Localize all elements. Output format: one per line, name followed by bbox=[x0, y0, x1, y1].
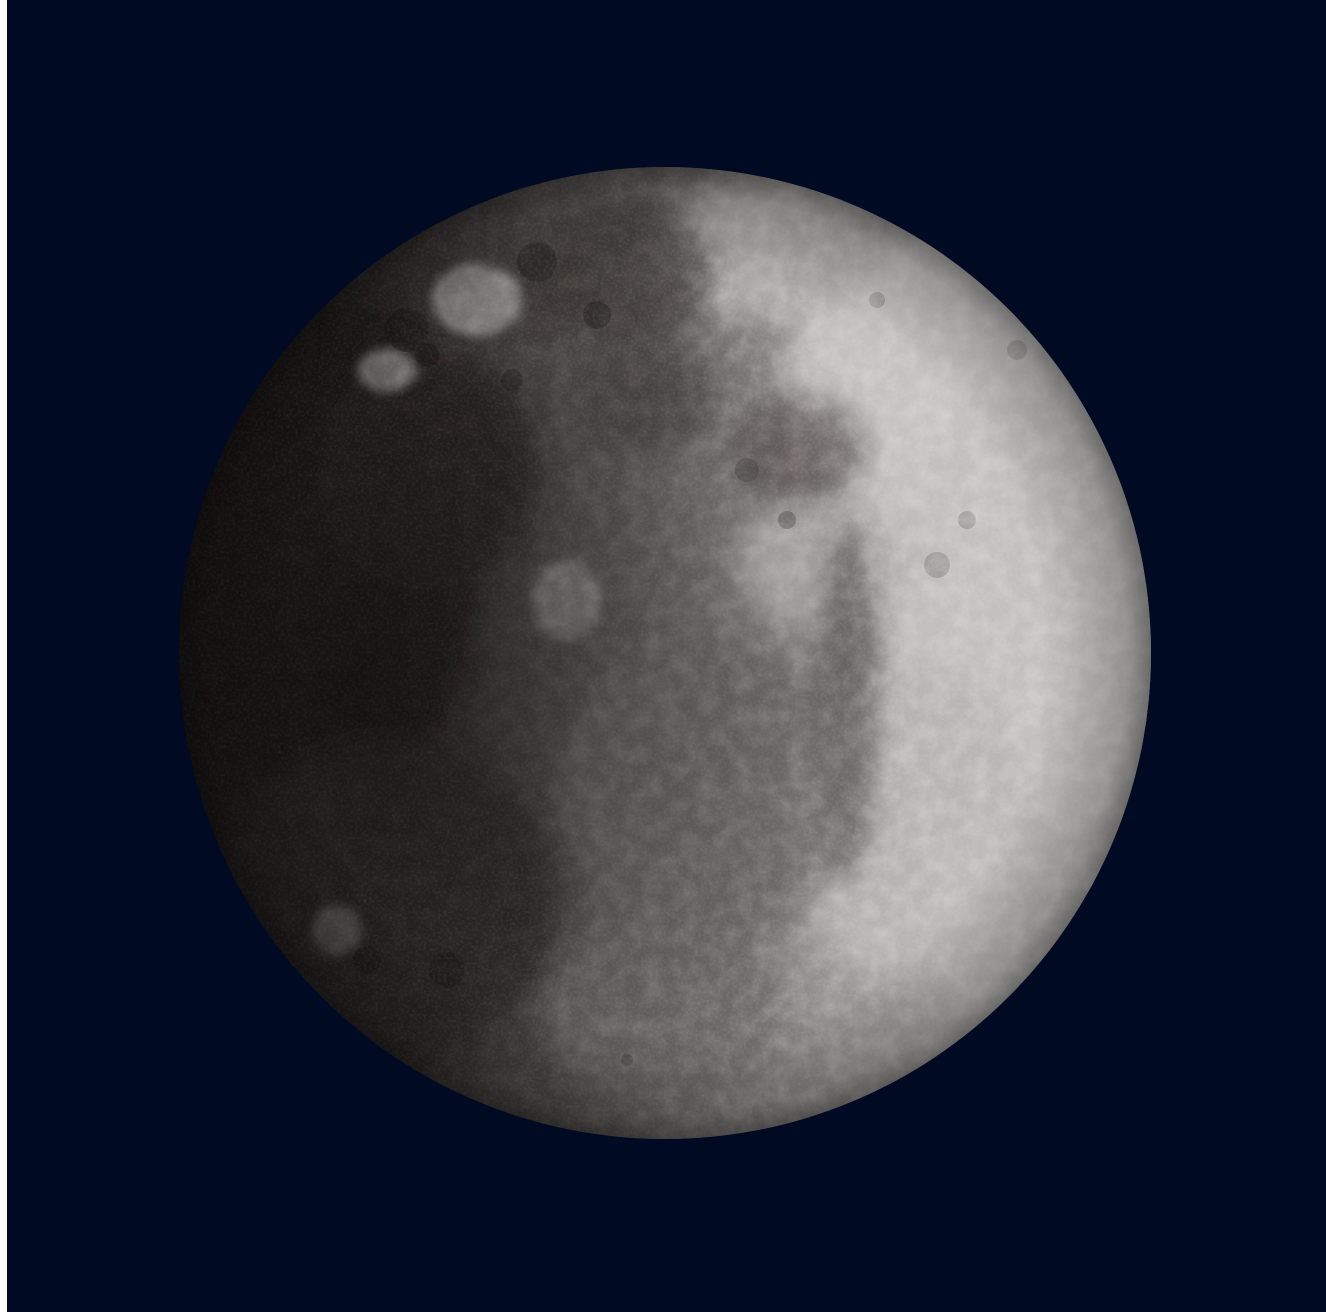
moon-illustration bbox=[179, 167, 1151, 1139]
moon-disc bbox=[179, 167, 1151, 1139]
night-sky-background bbox=[7, 0, 1326, 1312]
